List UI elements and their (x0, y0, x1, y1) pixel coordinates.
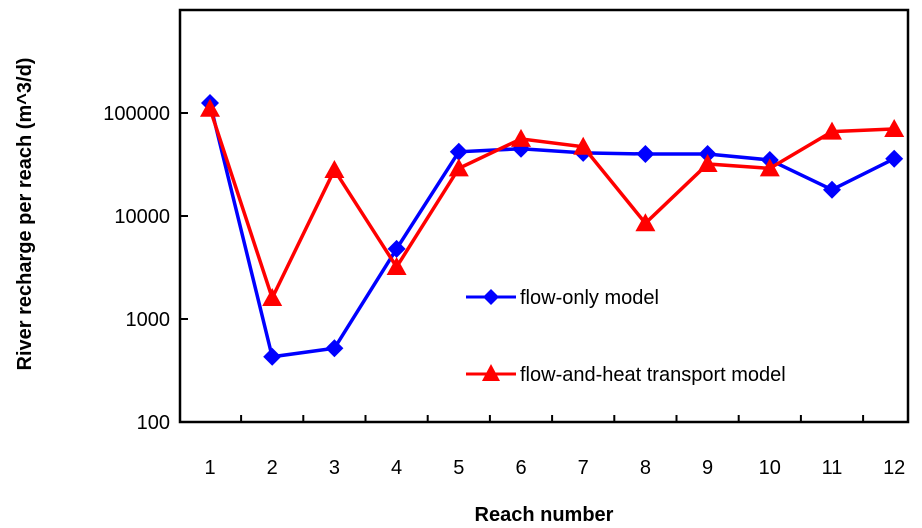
legend-marker-triangle (482, 364, 500, 381)
x-tick-label: 4 (391, 457, 402, 479)
x-tick-label: 3 (329, 457, 340, 479)
series-line-flow-only-model (208, 102, 895, 359)
legend-entry-flow-only: flow-only model (466, 287, 659, 309)
legend-label-flow-and-heat: flow-and-heat transport model (520, 364, 786, 386)
data-point-triangle (697, 153, 718, 172)
data-point-triangle (759, 158, 780, 177)
data-point-diamond (263, 347, 282, 366)
data-point-diamond (823, 180, 841, 199)
data-point-diamond (387, 239, 406, 258)
series-line-flow-and-heat-transport-model (208, 108, 895, 303)
data-point-triangle (511, 128, 531, 147)
data-point-triangle (200, 98, 220, 117)
x-tick-label: 2 (267, 457, 278, 479)
x-tick-label: 10 (759, 457, 781, 479)
data-point-triangle (822, 121, 842, 140)
x-tick-label: 12 (883, 457, 905, 479)
x-tick-label: 9 (702, 457, 713, 479)
data-point-triangle (324, 159, 345, 178)
y-tick-label: 100000 (103, 103, 170, 125)
legend-label-flow-only: flow-only model (520, 287, 659, 309)
y-axis: 100 1000 10000 100000 (103, 103, 188, 434)
data-point-triangle (448, 158, 469, 177)
y-axis-title: River recharge per reach (m^3/d) (14, 58, 36, 371)
series-layer (200, 94, 905, 366)
data-point-triangle (573, 136, 594, 155)
data-point-diamond (449, 142, 468, 161)
x-axis: 1 2 3 4 5 6 7 8 9 10 11 12 (204, 415, 905, 479)
data-point-triangle (635, 213, 656, 232)
legend-marker-diamond (483, 289, 499, 305)
data-point-diamond (885, 149, 904, 168)
legend-entry-flow-and-heat: flow-and-heat transport model (466, 364, 786, 386)
y-tick-label: 100 (137, 412, 170, 434)
x-tick-label: 8 (640, 457, 651, 479)
y-tick-label: 1000 (126, 309, 171, 331)
y-tick-label: 10000 (114, 206, 170, 228)
data-point-triangle (262, 287, 283, 306)
data-point-triangle (386, 256, 407, 275)
data-point-triangle (884, 118, 905, 137)
data-point-diamond (636, 144, 655, 163)
x-axis-title: Reach number (475, 504, 614, 526)
x-tick-label: 5 (453, 457, 464, 479)
plot-frame (178, 8, 910, 424)
legend: flow-only model flow-and-heat transport … (466, 287, 786, 386)
x-tick-label: 11 (822, 457, 843, 479)
x-tick-label: 1 (204, 457, 215, 479)
data-point-diamond (325, 339, 344, 358)
x-tick-label: 7 (578, 457, 589, 479)
x-tick-label: 6 (515, 457, 526, 479)
